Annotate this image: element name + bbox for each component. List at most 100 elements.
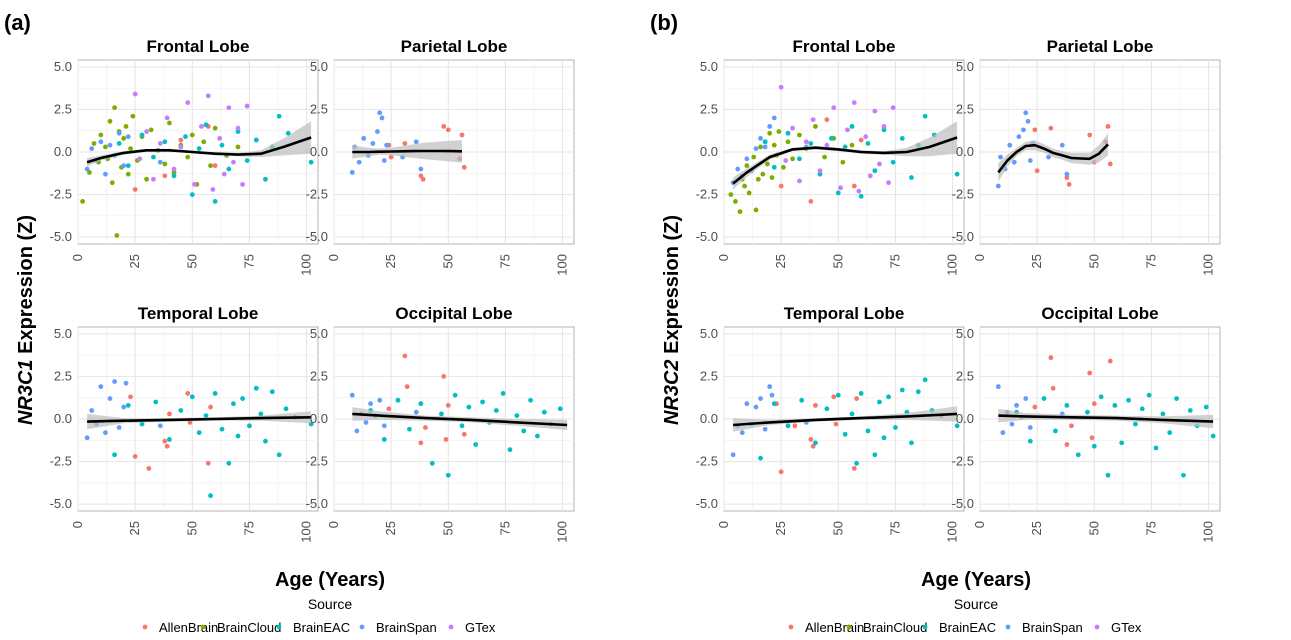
facet-title: Parietal Lobe xyxy=(1047,37,1154,56)
point-braineac xyxy=(167,437,172,442)
point-brainspan xyxy=(1016,134,1022,140)
point-allenbrain xyxy=(128,394,133,400)
point-braineac xyxy=(1085,409,1090,415)
point-allenbrain xyxy=(388,154,394,160)
point-braineac xyxy=(459,423,465,429)
y-tick-label: 5.0 xyxy=(310,326,328,341)
y-axis-label: NR3C2 Expression (Z) xyxy=(661,215,683,425)
point-braineac xyxy=(263,176,268,182)
point-braineac xyxy=(1041,396,1047,401)
y-axis-gene: NR3C2 xyxy=(661,359,683,425)
point-brainspan xyxy=(1064,171,1070,177)
point-brainspan xyxy=(767,384,773,390)
x-tick-label: 0 xyxy=(972,521,987,528)
y-tick-label: 2.5 xyxy=(54,368,72,383)
point-allenbrain xyxy=(858,137,864,143)
point-brainspan xyxy=(103,430,108,436)
point-braincloud xyxy=(760,171,766,177)
point-braineac xyxy=(1133,421,1138,427)
point-brainspan xyxy=(157,159,163,165)
y-tick-label: -5.0 xyxy=(952,496,974,511)
x-tick-label: 75 xyxy=(241,521,256,535)
point-braineac xyxy=(1091,443,1097,449)
y-tick-label: 0.0 xyxy=(310,144,328,159)
facet-occipital-lobe: Occipital Lobe 5.0 2.5 0.0 -2.5 -5.0 0 25 50 75 10… xyxy=(306,304,575,543)
point-braincloud xyxy=(185,154,191,160)
legend-key-braineac xyxy=(276,624,282,630)
point-allenbrain xyxy=(178,137,184,143)
point-allenbrain xyxy=(132,454,138,459)
point-allenbrain xyxy=(851,466,857,471)
x-tick-label: 50 xyxy=(440,521,455,535)
x-tick-label: 0 xyxy=(70,254,85,261)
point-braineac xyxy=(1187,408,1193,413)
point-gtex xyxy=(221,171,227,177)
point-braineac xyxy=(203,122,209,128)
x-tick-label: 50 xyxy=(184,254,199,268)
point-braincloud xyxy=(189,132,195,138)
point-gtex xyxy=(790,125,795,131)
point-allenbrain xyxy=(423,425,428,430)
point-allenbrain xyxy=(851,183,857,189)
point-gtex xyxy=(783,158,789,163)
point-brainspan xyxy=(375,129,380,134)
point-gtex xyxy=(217,135,223,141)
facet-title: Temporal Lobe xyxy=(138,304,259,323)
point-gtex xyxy=(244,103,250,109)
point-gtex xyxy=(851,100,857,105)
point-braineac xyxy=(139,132,145,138)
legend-label-allenbrain: AllenBrain xyxy=(805,620,864,635)
x-tick-label: 75 xyxy=(887,521,902,535)
point-braineac xyxy=(535,433,540,439)
point-braineac xyxy=(528,397,533,403)
legend-key-braineac xyxy=(922,624,928,630)
point-braineac xyxy=(1075,452,1081,458)
y-tick-label: 0.0 xyxy=(700,411,718,426)
y-tick-label: 5.0 xyxy=(956,326,974,341)
y-tick-label: 0.0 xyxy=(54,144,72,159)
point-brainspan xyxy=(363,420,369,425)
x-axis-label: Age (Years) xyxy=(921,569,1031,591)
point-allenbrain xyxy=(1069,423,1074,429)
point-braineac xyxy=(151,154,156,160)
point-allenbrain xyxy=(443,437,449,442)
point-braineac xyxy=(1139,406,1145,412)
point-braineac xyxy=(283,406,289,412)
legend-label-braineac: BrainEAC xyxy=(939,620,996,635)
legend-label-braineac: BrainEAC xyxy=(293,620,350,635)
point-braineac xyxy=(253,137,259,143)
point-braincloud xyxy=(771,142,777,148)
point-braineac xyxy=(824,406,830,412)
point-braineac xyxy=(196,146,202,151)
point-brainspan xyxy=(1025,118,1031,124)
point-brainspan xyxy=(89,408,95,413)
point-braineac xyxy=(212,391,218,396)
legend-key-braincloud xyxy=(200,624,206,630)
y-tick-label: -2.5 xyxy=(952,454,974,469)
point-gtex xyxy=(157,141,163,146)
y-tick-label: -5.0 xyxy=(696,229,718,244)
point-braineac xyxy=(395,397,401,403)
point-braineac xyxy=(899,135,905,141)
point-brainspan xyxy=(735,166,741,172)
x-tick-label: 0 xyxy=(716,254,731,261)
point-braineac xyxy=(771,164,777,170)
x-tick-label: 50 xyxy=(1086,521,1101,535)
point-brainspan xyxy=(89,146,95,151)
x-tick-label: 25 xyxy=(1029,521,1044,535)
point-brainspan xyxy=(758,396,763,401)
point-brainspan xyxy=(1000,430,1006,436)
facet-title: Temporal Lobe xyxy=(784,304,905,323)
point-allenbrain xyxy=(1050,385,1056,391)
point-braineac xyxy=(116,141,122,146)
point-braineac xyxy=(178,408,184,413)
x-tick-label: 0 xyxy=(326,254,341,261)
point-brainspan xyxy=(1009,421,1015,427)
facet-occipital-lobe: Occipital Lobe 5.0 2.5 0.0 -2.5 -5.0 0 25 50 75 10… xyxy=(952,304,1221,543)
facet-frontal-lobe: Frontal Lobe 5.0 2.5 0.0 -2.5 -5.0 0 25 50 75 100 xyxy=(50,37,319,276)
point-braineac xyxy=(253,385,259,391)
y-tick-label: -5.0 xyxy=(952,229,974,244)
y-tick-label: 2.5 xyxy=(956,101,974,116)
point-braineac xyxy=(762,139,768,145)
point-braineac xyxy=(771,401,777,407)
